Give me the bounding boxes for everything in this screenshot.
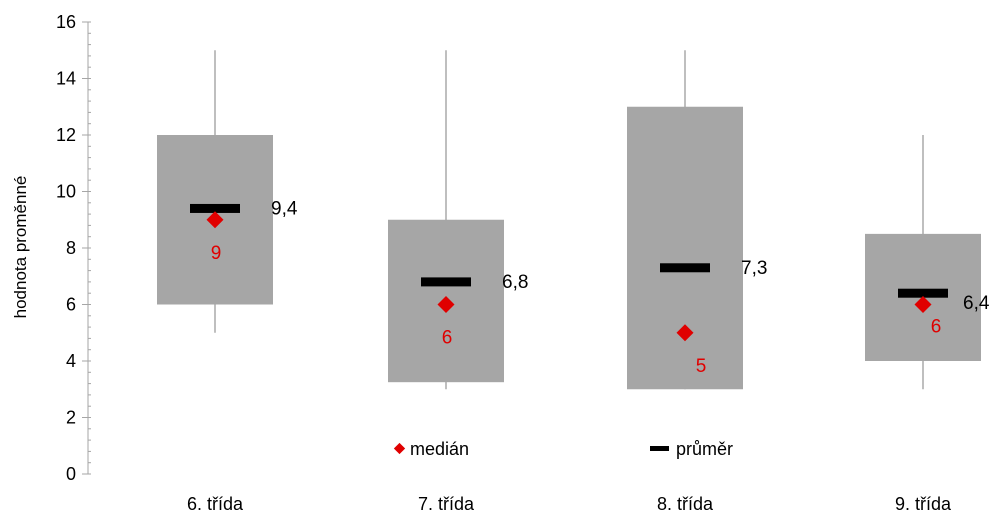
median-label-2: 6 <box>442 328 453 349</box>
y-tick-label: 14 <box>56 69 76 89</box>
mean-label-1: 9,4 <box>271 198 298 219</box>
mean-marker-1 <box>190 203 240 213</box>
y-tick-label: 0 <box>66 464 76 484</box>
y-tick-label: 12 <box>56 125 76 145</box>
mean-label-4: 6,4 <box>963 293 990 314</box>
legend-mean-marker <box>650 446 669 451</box>
legend-item-mean: průměr <box>650 439 733 459</box>
category-label-4: 9. třída <box>895 494 952 514</box>
y-tick-label: 4 <box>66 351 76 371</box>
mean-marker-2 <box>421 277 471 287</box>
box-3 <box>627 106 743 390</box>
y-tick-label: 16 <box>56 12 76 32</box>
axis-layer: 0 2 4 6 8 10 12 14 16 <box>56 12 91 484</box>
y-tick-label: 10 <box>56 182 76 202</box>
category-label-1: 6. třída <box>187 494 244 514</box>
median-label-1: 9 <box>211 243 222 264</box>
legend-item-median: medián <box>393 439 469 459</box>
y-tick-label: 8 <box>66 238 76 258</box>
legend: medián průměr <box>393 439 733 459</box>
median-label-4: 6 <box>931 317 942 338</box>
y-tick-label: 2 <box>66 408 76 428</box>
legend-median-marker <box>393 442 406 455</box>
median-marker-3 <box>676 324 694 342</box>
mean-marker-3 <box>660 263 710 273</box>
mean-label-2: 6,8 <box>502 272 528 293</box>
legend-median-label: medián <box>410 439 469 459</box>
whisker-layer <box>214 50 924 390</box>
y-tick-label: 6 <box>66 295 76 315</box>
mean-label-3: 7,3 <box>741 258 767 279</box>
median-label-3: 5 <box>696 356 707 377</box>
category-label-2: 7. třída <box>418 494 475 514</box>
median-marker-2 <box>437 296 455 313</box>
legend-mean-label: průměr <box>676 439 733 459</box>
category-label-3: 8. třída <box>657 494 714 514</box>
label-layer: 9,4 9 6. třída 6,8 6 7. třída 7,3 5 8. třída 6,4 6… <box>187 198 990 514</box>
marker-layer <box>190 203 948 342</box>
y-axis-label: hodnota proměnné <box>11 176 30 319</box>
mean-marker-4 <box>898 288 948 298</box>
box-layer <box>157 106 981 390</box>
median-marker-4 <box>914 296 932 313</box>
median-marker-1 <box>206 211 224 229</box>
